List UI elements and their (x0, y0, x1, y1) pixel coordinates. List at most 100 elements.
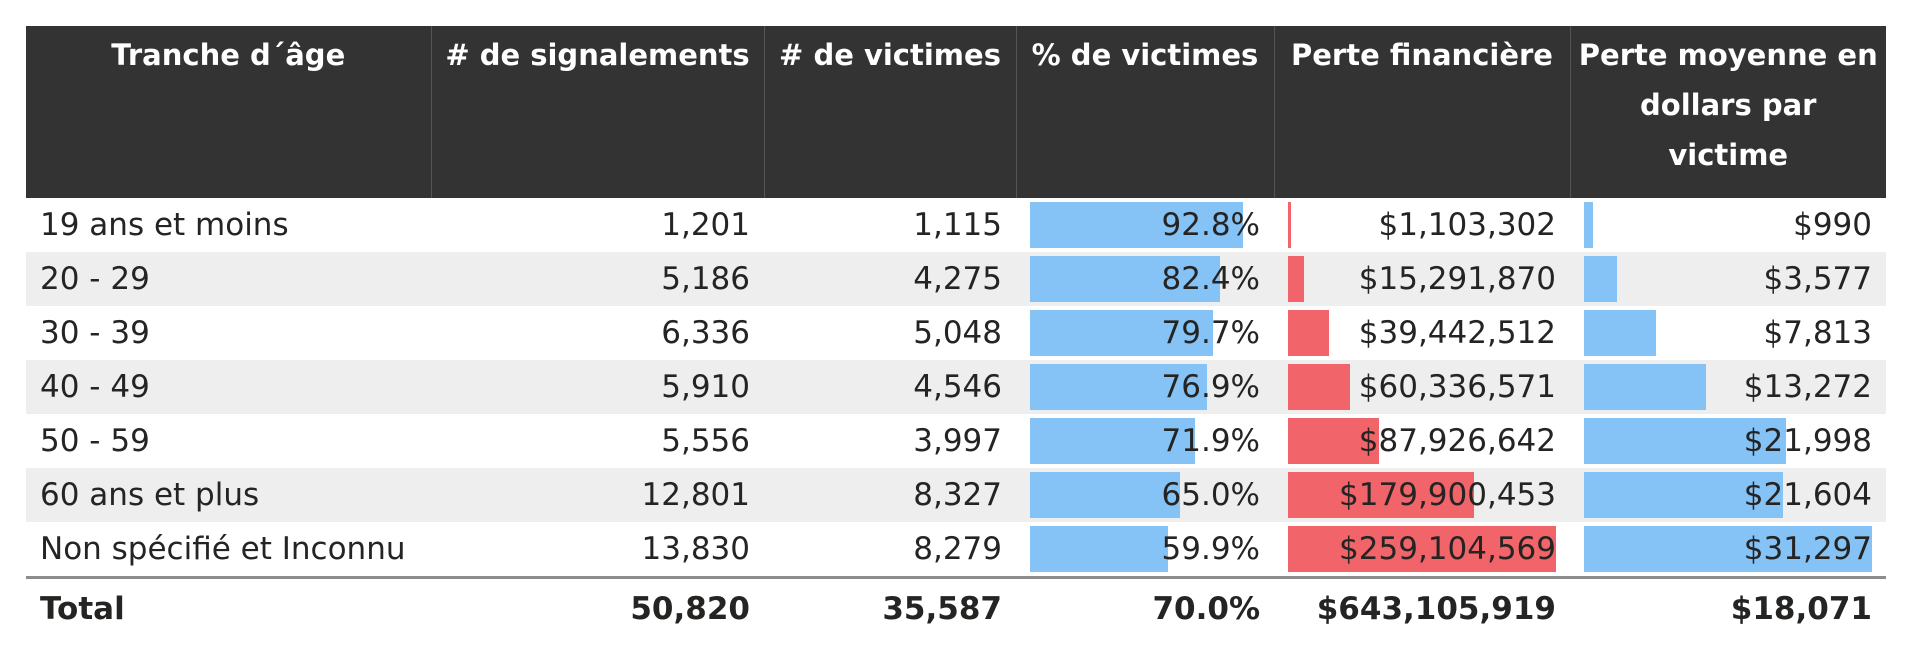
age-value: 60 ans et plus (40, 477, 260, 513)
cell-signalements: 6,336 (431, 306, 764, 360)
signalements-value: 5,556 (661, 423, 750, 459)
cell-tranche-age: 19 ans et moins (26, 198, 431, 252)
header-pct-victimes[interactable]: % de victimes (1015, 26, 1274, 198)
cell-pct-victimes: 71.9% (1016, 414, 1274, 468)
header-perte-financiere[interactable]: Perte financière (1273, 26, 1570, 198)
signalements-value: 12,801 (641, 477, 750, 513)
cell-victimes: 8,279 (764, 522, 1016, 578)
pct-value: 79.7% (1161, 315, 1260, 351)
perte-bar (1288, 364, 1351, 410)
pct-value: 59.9% (1161, 531, 1260, 567)
signalements-value: 6,336 (661, 315, 750, 351)
total-pct-victimes: 70.0% (1016, 576, 1274, 639)
moyenne-bar (1584, 310, 1656, 356)
perte-value: $179,900,453 (1339, 477, 1556, 513)
age-value: 40 - 49 (40, 369, 150, 405)
victimes-value: 8,279 (913, 531, 1002, 567)
moyenne-bar (1584, 256, 1617, 302)
header-perte-moyenne[interactable]: Perte moyenne en dollars par victime (1569, 26, 1886, 198)
moyenne-bar (1584, 364, 1707, 410)
cell-perte-financiere: $15,291,870 (1274, 252, 1570, 306)
moyenne-value: $31,297 (1743, 531, 1872, 567)
total-perte-moyenne: $18,071 (1570, 576, 1886, 639)
perte-bar (1288, 418, 1379, 464)
total-row: Total 50,820 35,587 70.0% $643,105,919 $… (26, 576, 1886, 639)
perte-value: $15,291,870 (1358, 261, 1556, 297)
cell-perte-moyenne: $21,604 (1570, 468, 1886, 522)
total-perte-financiere: $643,105,919 (1274, 576, 1570, 639)
moyenne-bar (1584, 472, 1783, 518)
pct-value: 92.8% (1161, 207, 1260, 243)
table-row: 19 ans et moins 1,201 1,115 92.8% $1,103,302… (26, 198, 1886, 252)
age-loss-table: Tranche d´âge # de signalements # de vic… (26, 26, 1886, 639)
table-row: Non spécifié et Inconnu 13,830 8,279 59.9% $… (26, 522, 1886, 578)
pct-bar (1030, 256, 1220, 302)
pct-bar (1030, 472, 1180, 518)
table-body: 19 ans et moins 1,201 1,115 92.8% $1,103,302… (26, 198, 1886, 578)
cell-perte-financiere: $259,104,569 (1274, 522, 1570, 578)
pct-bar (1030, 310, 1214, 356)
perte-value: $259,104,569 (1339, 531, 1556, 567)
table-row: 40 - 49 5,910 4,546 76.9% $60,336,571 $13,272 (26, 360, 1886, 414)
moyenne-bar (1584, 202, 1594, 248)
pct-value: 76.9% (1161, 369, 1260, 405)
header-row: Tranche d´âge # de signalements # de vic… (26, 26, 1886, 198)
signalements-value: 1,201 (661, 207, 750, 243)
cell-tranche-age: Non spécifié et Inconnu (26, 522, 431, 578)
pct-value: 71.9% (1161, 423, 1260, 459)
victimes-value: 8,327 (913, 477, 1002, 513)
header-tranche-age[interactable]: Tranche d´âge (26, 26, 431, 198)
cell-perte-financiere: $87,926,642 (1274, 414, 1570, 468)
cell-perte-moyenne: $31,297 (1570, 522, 1886, 578)
cell-signalements: 5,910 (431, 360, 764, 414)
total-victimes: 35,587 (764, 576, 1016, 639)
victimes-value: 4,546 (913, 369, 1002, 405)
cell-pct-victimes: 59.9% (1016, 522, 1274, 578)
perte-bar (1288, 472, 1475, 518)
total-signalements: 50,820 (431, 576, 764, 639)
cell-perte-financiere: $179,900,453 (1274, 468, 1570, 522)
signalements-value: 13,830 (641, 531, 750, 567)
pct-bar (1030, 418, 1196, 464)
pct-bar (1030, 364, 1207, 410)
cell-signalements: 1,201 (431, 198, 764, 252)
cell-perte-moyenne: $3,577 (1570, 252, 1886, 306)
header-victimes[interactable]: # de victimes (763, 26, 1016, 198)
cell-signalements: 5,186 (431, 252, 764, 306)
table-row: 30 - 39 6,336 5,048 79.7% $39,442,512 $7,813 (26, 306, 1886, 360)
age-value: 30 - 39 (40, 315, 150, 351)
total-label: Total (26, 576, 431, 639)
table-row: 60 ans et plus 12,801 8,327 65.0% $179,900,4… (26, 468, 1886, 522)
cell-victimes: 5,048 (764, 306, 1016, 360)
header-signalements[interactable]: # de signalements (430, 26, 764, 198)
pct-bar (1030, 526, 1168, 572)
moyenne-value: $3,577 (1763, 261, 1872, 297)
perte-bar (1288, 256, 1304, 302)
cell-signalements: 5,556 (431, 414, 764, 468)
cell-victimes: 4,546 (764, 360, 1016, 414)
perte-value: $1,103,302 (1378, 207, 1557, 243)
table-row: 20 - 29 5,186 4,275 82.4% $15,291,870 $3,577 (26, 252, 1886, 306)
signalements-value: 5,910 (661, 369, 750, 405)
cell-perte-moyenne: $21,998 (1570, 414, 1886, 468)
cell-perte-moyenne: $990 (1570, 198, 1886, 252)
cell-pct-victimes: 92.8% (1016, 198, 1274, 252)
age-value: Non spécifié et Inconnu (40, 531, 406, 567)
moyenne-value: $21,604 (1743, 477, 1872, 513)
age-value: 50 - 59 (40, 423, 150, 459)
moyenne-value: $13,272 (1743, 369, 1872, 405)
perte-bar (1288, 202, 1291, 248)
cell-signalements: 13,830 (431, 522, 764, 578)
cell-perte-financiere: $39,442,512 (1274, 306, 1570, 360)
victimes-value: 1,115 (913, 207, 1002, 243)
moyenne-value: $21,998 (1743, 423, 1872, 459)
cell-pct-victimes: 79.7% (1016, 306, 1274, 360)
cell-perte-financiere: $60,336,571 (1274, 360, 1570, 414)
cell-victimes: 4,275 (764, 252, 1016, 306)
victimes-value: 4,275 (913, 261, 1002, 297)
moyenne-bar (1584, 418, 1787, 464)
cell-pct-victimes: 65.0% (1016, 468, 1274, 522)
cell-perte-moyenne: $13,272 (1570, 360, 1886, 414)
cell-pct-victimes: 76.9% (1016, 360, 1274, 414)
cell-tranche-age: 60 ans et plus (26, 468, 431, 522)
